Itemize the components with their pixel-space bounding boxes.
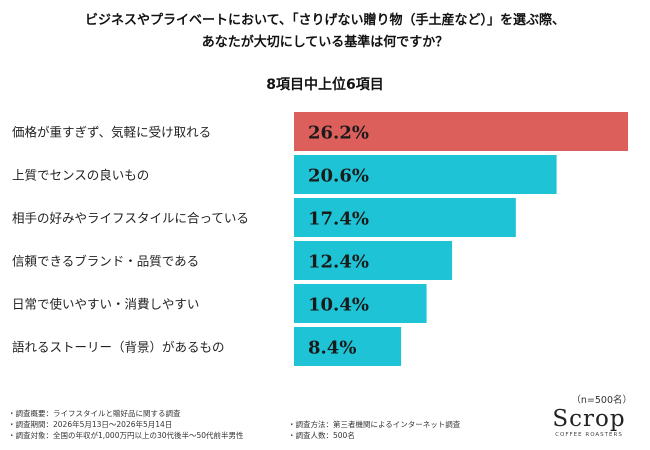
bar — [294, 155, 557, 194]
chart-title: ビジネスやプライベートにおいて、「さりげない贈り物（手土産など）」を選ぶ際、 あ… — [0, 10, 650, 54]
category-label: 上質でセンスの良いもの — [12, 168, 149, 183]
chart-title-line-1: ビジネスやプライベートにおいて、「さりげない贈り物（手土産など）」を選ぶ際、 — [85, 13, 565, 28]
survey-target: ・調査対象：全国の年収が1,000万円以上の30代後半〜50代前半男性 — [8, 431, 244, 440]
data-label: 26.2% — [308, 123, 369, 144]
chart-subtitle: 8項目中上位6項目 — [266, 77, 384, 93]
chart-title-line-2: あなたが大切にしている基準は何ですか？ — [201, 35, 449, 50]
bar — [294, 112, 628, 151]
survey-overview: ・調査概要：ライフスタイルと贈好品に関する調査 — [8, 409, 181, 418]
brand-logo-name: Scrop — [552, 406, 626, 432]
category-label: 価格が重すぎず、気軽に受け取れる — [12, 125, 211, 140]
data-label: 8.4% — [308, 338, 356, 359]
bar — [294, 198, 516, 237]
brand-logo: Scrop COFFEE ROASTERS — [543, 407, 635, 438]
survey-info-left: ・調査概要：ライフスタイルと贈好品に関する調査 ・調査期間：2026年5月13日… — [8, 408, 244, 441]
category-label: 日常で使いやすい・消費しやすい — [12, 297, 199, 312]
sample-size-note: （n=500名） — [571, 395, 632, 406]
survey-info-right: ・調査方法：第三者機関によるインターネット調査 ・調査人数：500名 — [288, 419, 460, 441]
category-label: 相手の好みやライフスタイルに合っている — [12, 211, 249, 226]
bar-chart: 価格が重すぎず、気軽に受け取れる 26.2% 上質でセンスの良いもの 20.6% 相手の… — [12, 112, 628, 366]
category-label: 信頼できるブランド・品質である — [12, 254, 199, 269]
data-label: 20.6% — [308, 166, 369, 187]
survey-count: ・調査人数：500名 — [288, 431, 355, 440]
brand-logo-tagline: COFFEE ROASTERS — [555, 432, 623, 438]
data-label: 12.4% — [308, 252, 369, 273]
category-label: 語れるストーリー（背景）があるもの — [12, 340, 225, 355]
data-label: 10.4% — [308, 295, 369, 316]
data-label: 17.4% — [308, 209, 369, 230]
bar — [294, 284, 427, 323]
bar — [294, 327, 402, 366]
bar — [294, 241, 453, 280]
survey-period: ・調査期間：2026年5月13日〜2026年5月14日 — [8, 420, 173, 429]
survey-method: ・調査方法：第三者機関によるインターネット調査 — [288, 420, 461, 429]
